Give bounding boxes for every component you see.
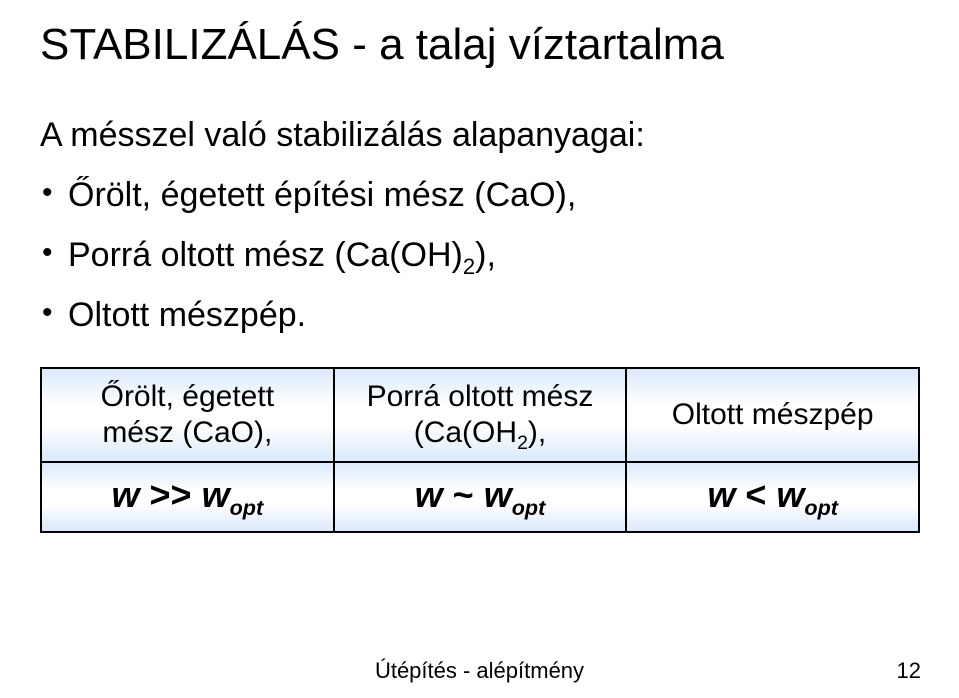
hdr-line: Porrá oltott mész	[367, 380, 594, 413]
table-header-cell: Őrölt, égetett mész (CaO),	[41, 368, 334, 462]
table-relation-cell: w >> wopt	[41, 462, 334, 532]
bullet-item: Oltott mészpép.	[40, 293, 919, 339]
comparison-table: Őrölt, égetett mész (CaO), Porrá oltott …	[40, 367, 920, 533]
table-header-cell: Oltott mészpép	[626, 368, 919, 462]
relation-text: w ~ wopt	[415, 474, 546, 515]
rel-op: >>	[150, 474, 192, 515]
comparison-table-wrap: Őrölt, égetett mész (CaO), Porrá oltott …	[40, 367, 920, 533]
footer-text: Útépítés - alépítmény	[0, 658, 959, 684]
rel-rhs-sub: opt	[804, 495, 838, 520]
bullet-item: Porrá oltott mész (Ca(OH)2),	[40, 233, 919, 279]
table-row: Őrölt, égetett mész (CaO), Porrá oltott …	[41, 368, 919, 462]
relation-text: w < wopt	[707, 474, 838, 515]
table-header-text: Porrá oltott mész (Ca(OH2),	[343, 379, 618, 451]
rel-rhs: w	[484, 474, 512, 515]
slide-page: STABILIZÁLÁS - a talaj víztartalma A més…	[0, 0, 959, 698]
rel-rhs: w	[776, 474, 804, 515]
bullet-text: Oltott mészpép.	[68, 296, 306, 334]
bullet-text-post: ),	[475, 236, 496, 274]
relation-text: w >> wopt	[111, 474, 263, 515]
table-relation-cell: w ~ wopt	[334, 462, 627, 532]
rel-op: <	[745, 474, 766, 515]
hdr-line: Oltott mészpép	[672, 398, 874, 431]
bullet-list: Őrölt, égetett építési mész (CaO), Porrá…	[40, 173, 919, 339]
page-number: 12	[897, 658, 921, 684]
hdr-line: mész (CaO),	[102, 416, 272, 449]
rel-rhs-sub: opt	[512, 495, 546, 520]
table-row: w >> wopt w ~ wopt w < w	[41, 462, 919, 532]
subtitle: A mésszel való stabilizálás alapanyagai:	[40, 116, 919, 155]
rel-lhs: w	[111, 474, 139, 515]
bullet-subscript: 2	[463, 254, 475, 279]
table-header-cell: Porrá oltott mész (Ca(OH2),	[334, 368, 627, 462]
table-relation-cell: w < wopt	[626, 462, 919, 532]
rel-rhs-sub: opt	[230, 495, 264, 520]
table-header-text: Oltott mészpép	[635, 397, 910, 433]
rel-lhs: w	[415, 474, 443, 515]
table-header-text: Őrölt, égetett mész (CaO),	[50, 379, 325, 451]
page-title: STABILIZÁLÁS - a talaj víztartalma	[40, 20, 919, 70]
bullet-item: Őrölt, égetett építési mész (CaO),	[40, 173, 919, 219]
rel-lhs: w	[707, 474, 735, 515]
hdr-line: Őrölt, égetett	[101, 380, 274, 413]
hdr-line: (Ca(OH	[414, 416, 517, 449]
rel-op: ~	[453, 474, 474, 515]
rel-rhs: w	[202, 474, 230, 515]
bullet-text: Porrá oltott mész (Ca(OH)	[68, 236, 463, 274]
hdr-line-post: ),	[528, 416, 546, 449]
bullet-text: Őrölt, égetett építési mész (CaO),	[68, 176, 576, 214]
hdr-subscript: 2	[517, 432, 528, 454]
